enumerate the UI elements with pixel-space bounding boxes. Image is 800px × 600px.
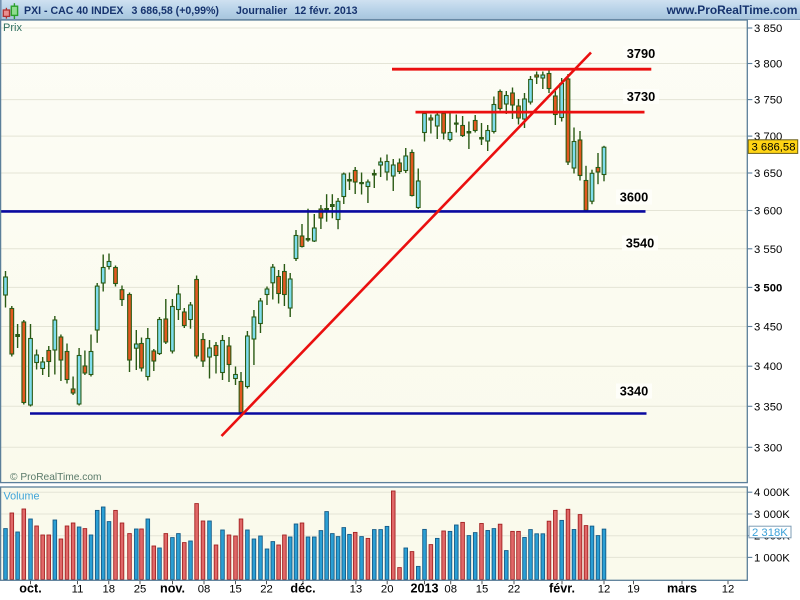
svg-text:3 350: 3 350 [754, 401, 782, 413]
svg-text:18: 18 [102, 583, 115, 595]
svg-text:3790: 3790 [627, 46, 655, 61]
svg-text:3540: 3540 [626, 236, 654, 251]
svg-text:25: 25 [134, 583, 147, 595]
svg-text:1 000K: 1 000K [754, 552, 790, 564]
svg-text:12: 12 [598, 583, 611, 595]
svg-text:15: 15 [476, 583, 489, 595]
svg-text:3 450: 3 450 [754, 322, 782, 334]
svg-text:3 300: 3 300 [754, 442, 782, 454]
svg-text:2013: 2013 [410, 581, 438, 595]
svg-text:nov.: nov. [160, 581, 185, 595]
svg-text:PXI - CAC 40 INDEX: PXI - CAC 40 INDEX [24, 5, 124, 17]
svg-text:3 650: 3 650 [754, 168, 782, 180]
svg-text:www.ProRealTime.com: www.ProRealTime.com [666, 3, 798, 17]
svg-text:12: 12 [722, 583, 735, 595]
svg-text:févr.: févr. [549, 581, 575, 595]
svg-text:3 750: 3 750 [754, 95, 782, 107]
svg-text:08: 08 [198, 583, 211, 595]
svg-text:Volume: Volume [4, 491, 40, 503]
svg-text:2 318K: 2 318K [752, 527, 788, 539]
svg-text:3 686,58 (+0,99%): 3 686,58 (+0,99%) [132, 5, 219, 17]
svg-text:3 600: 3 600 [754, 206, 782, 218]
svg-text:3 000K: 3 000K [754, 509, 790, 521]
svg-text:3 686,58: 3 686,58 [752, 142, 796, 154]
svg-text:19: 19 [627, 583, 640, 595]
svg-text:13: 13 [350, 583, 363, 595]
svg-text:3600: 3600 [620, 190, 648, 205]
svg-text:22: 22 [508, 583, 521, 595]
svg-text:Prix: Prix [3, 22, 22, 34]
svg-text:4 000K: 4 000K [754, 487, 790, 499]
svg-text:mars: mars [667, 581, 697, 595]
svg-text:3 400: 3 400 [754, 361, 782, 373]
svg-text:3340: 3340 [620, 384, 648, 399]
svg-text:3 850: 3 850 [754, 23, 782, 35]
svg-text:© ProRealTime.com: © ProRealTime.com [10, 472, 101, 483]
svg-text:20: 20 [381, 583, 394, 595]
svg-text:12 févr. 2013: 12 févr. 2013 [295, 5, 358, 17]
svg-text:déc.: déc. [290, 581, 315, 595]
svg-text:oct.: oct. [19, 581, 41, 595]
svg-text:11: 11 [72, 583, 84, 595]
svg-text:3 550: 3 550 [754, 244, 782, 256]
svg-text:3 800: 3 800 [754, 59, 782, 71]
svg-text:22: 22 [260, 583, 273, 595]
svg-text:3730: 3730 [627, 89, 655, 104]
svg-text:3 500: 3 500 [754, 282, 782, 294]
svg-text:Journalier: Journalier [236, 5, 287, 17]
svg-text:15: 15 [229, 583, 242, 595]
svg-text:08: 08 [444, 583, 457, 595]
